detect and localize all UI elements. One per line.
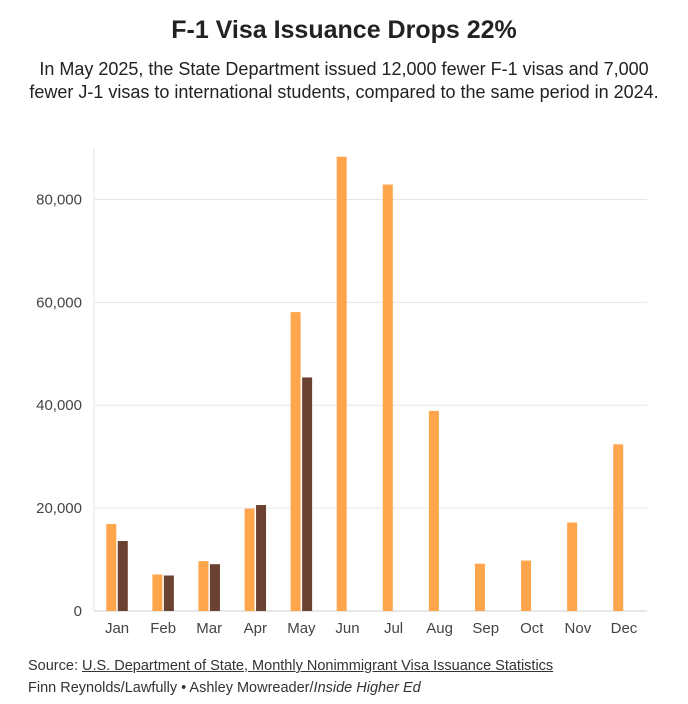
x-tick-label: Jan (105, 620, 129, 637)
bar-series-1 (567, 522, 578, 611)
bar-series-1 (106, 524, 117, 611)
bar-series-2 (302, 377, 313, 611)
y-tick-label: 80,000 (36, 191, 82, 208)
source-publication: Inside Higher Ed (313, 680, 421, 696)
x-tick-label: Nov (565, 620, 592, 637)
bar-series-1 (382, 184, 393, 611)
bar-series-2 (117, 541, 128, 611)
x-tick-label: Mar (196, 620, 222, 637)
bar-series-2 (256, 505, 267, 611)
chart-subtitle: In May 2025, the State Department issued… (29, 59, 659, 102)
x-tick-label: Aug (426, 620, 453, 637)
x-axis: Jan Feb Mar Apr May Jun Jul Aug Sep Oct Nov Dec (105, 620, 638, 637)
bar-series-1 (244, 508, 255, 611)
source-note: Source: U.S. Department of State, Monthl… (28, 655, 668, 699)
y-tick-label: 40,000 (36, 397, 82, 414)
bar-series-1 (428, 410, 439, 611)
x-tick-label: May (287, 620, 316, 637)
y-tick-label: 60,000 (36, 294, 82, 311)
bar-series-1 (474, 563, 485, 611)
x-tick-label: Apr (244, 620, 267, 637)
x-tick-label: Feb (150, 620, 176, 637)
x-tick-label: Jun (335, 620, 359, 637)
y-tick-label: 20,000 (36, 500, 82, 517)
chart-title: F-1 Visa Issuance Drops 22% (171, 16, 517, 44)
source-prefix: Source: (28, 658, 82, 674)
gridlines (93, 148, 647, 612)
x-tick-label: Sep (472, 620, 499, 637)
bar-series-2 (163, 575, 174, 611)
y-tick-label: 0 (74, 603, 82, 620)
bar-series-1 (521, 560, 532, 611)
x-tick-label: Oct (520, 620, 544, 637)
bar-chart: 0 20,000 40,000 60,000 80,000 Jan Feb Mar Apr Ma… (36, 148, 647, 637)
y-axis: 0 20,000 40,000 60,000 80,000 (36, 191, 82, 620)
bar-series-1 (290, 312, 301, 611)
bars (106, 156, 624, 612)
bar-series-2 (209, 564, 220, 611)
source-credits: Finn Reynolds/Lawfully • Ashley Mowreade… (28, 680, 314, 696)
bar-series-1 (152, 574, 163, 611)
bar-series-1 (613, 444, 624, 611)
x-tick-label: Jul (384, 620, 403, 637)
bar-series-1 (198, 561, 209, 611)
x-tick-label: Dec (611, 620, 638, 637)
source-link[interactable]: U.S. Department of State, Monthly Nonimm… (82, 658, 554, 674)
bar-series-1 (336, 156, 347, 612)
